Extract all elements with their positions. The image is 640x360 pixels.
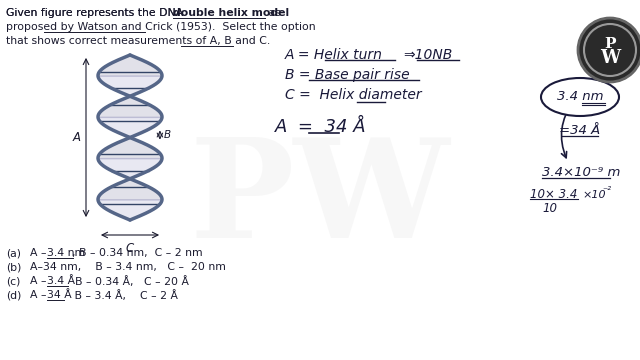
Text: that shows correct measurements of A, B and C.: that shows correct measurements of A, B … — [6, 36, 270, 46]
Text: 3.4×10⁻⁹ m: 3.4×10⁻⁹ m — [542, 166, 620, 179]
Text: C: C — [126, 242, 134, 255]
Text: A –: A – — [30, 290, 50, 300]
Text: PW: PW — [189, 133, 451, 267]
Text: P: P — [604, 37, 616, 51]
Text: A: A — [73, 131, 81, 144]
Text: B – 0.34 Å,   C – 20 Å: B – 0.34 Å, C – 20 Å — [68, 276, 189, 287]
Text: 10: 10 — [542, 202, 557, 215]
Text: 34 Å: 34 Å — [47, 290, 72, 300]
Text: ⇒10NB: ⇒10NB — [403, 48, 452, 62]
Text: (a): (a) — [6, 248, 21, 258]
Text: C =  Helix diameter: C = Helix diameter — [285, 88, 422, 102]
Text: A –: A – — [30, 276, 50, 286]
Text: =34 Å: =34 Å — [559, 124, 600, 137]
Text: ⁻²: ⁻² — [602, 186, 611, 196]
Text: A –: A – — [30, 248, 50, 258]
Text: B = Base pair rise: B = Base pair rise — [285, 68, 410, 82]
Text: (c): (c) — [6, 276, 20, 286]
Text: Given figure represents the DNA double helix model as: Given figure represents the DNA double h… — [6, 8, 307, 18]
Text: W: W — [600, 49, 620, 67]
Text: 3.4 nm: 3.4 nm — [47, 248, 85, 258]
Text: 3.4 Å: 3.4 Å — [47, 276, 75, 286]
Text: Given figure represents the DNA: Given figure represents the DNA — [6, 8, 187, 18]
Text: (d): (d) — [6, 290, 21, 300]
Text: 10× 3.4: 10× 3.4 — [530, 188, 577, 201]
Ellipse shape — [541, 78, 619, 116]
Text: ×10: ×10 — [582, 190, 605, 200]
Text: proposed by Watson and Crick (1953).  Select the option: proposed by Watson and Crick (1953). Sel… — [6, 22, 316, 32]
Circle shape — [578, 18, 640, 82]
Text: double helix model: double helix model — [173, 8, 289, 18]
Text: 3.4 nm: 3.4 nm — [557, 90, 604, 104]
Text: A = Helix turn: A = Helix turn — [285, 48, 383, 62]
Text: Given figure represents the DNA: Given figure represents the DNA — [6, 8, 187, 18]
Text: A  =  34 Å: A = 34 Å — [275, 118, 367, 136]
Text: as: as — [265, 8, 281, 18]
Text: B – 3.4 Å,    C – 2 Å: B – 3.4 Å, C – 2 Å — [64, 290, 178, 301]
Text: , B – 0.34 nm,  C – 2 nm: , B – 0.34 nm, C – 2 nm — [72, 248, 203, 258]
Text: B: B — [164, 130, 171, 140]
Text: (b): (b) — [6, 262, 21, 272]
Text: A–34 nm,    B – 3.4 nm,   C –  20 nm: A–34 nm, B – 3.4 nm, C – 20 nm — [30, 262, 226, 272]
